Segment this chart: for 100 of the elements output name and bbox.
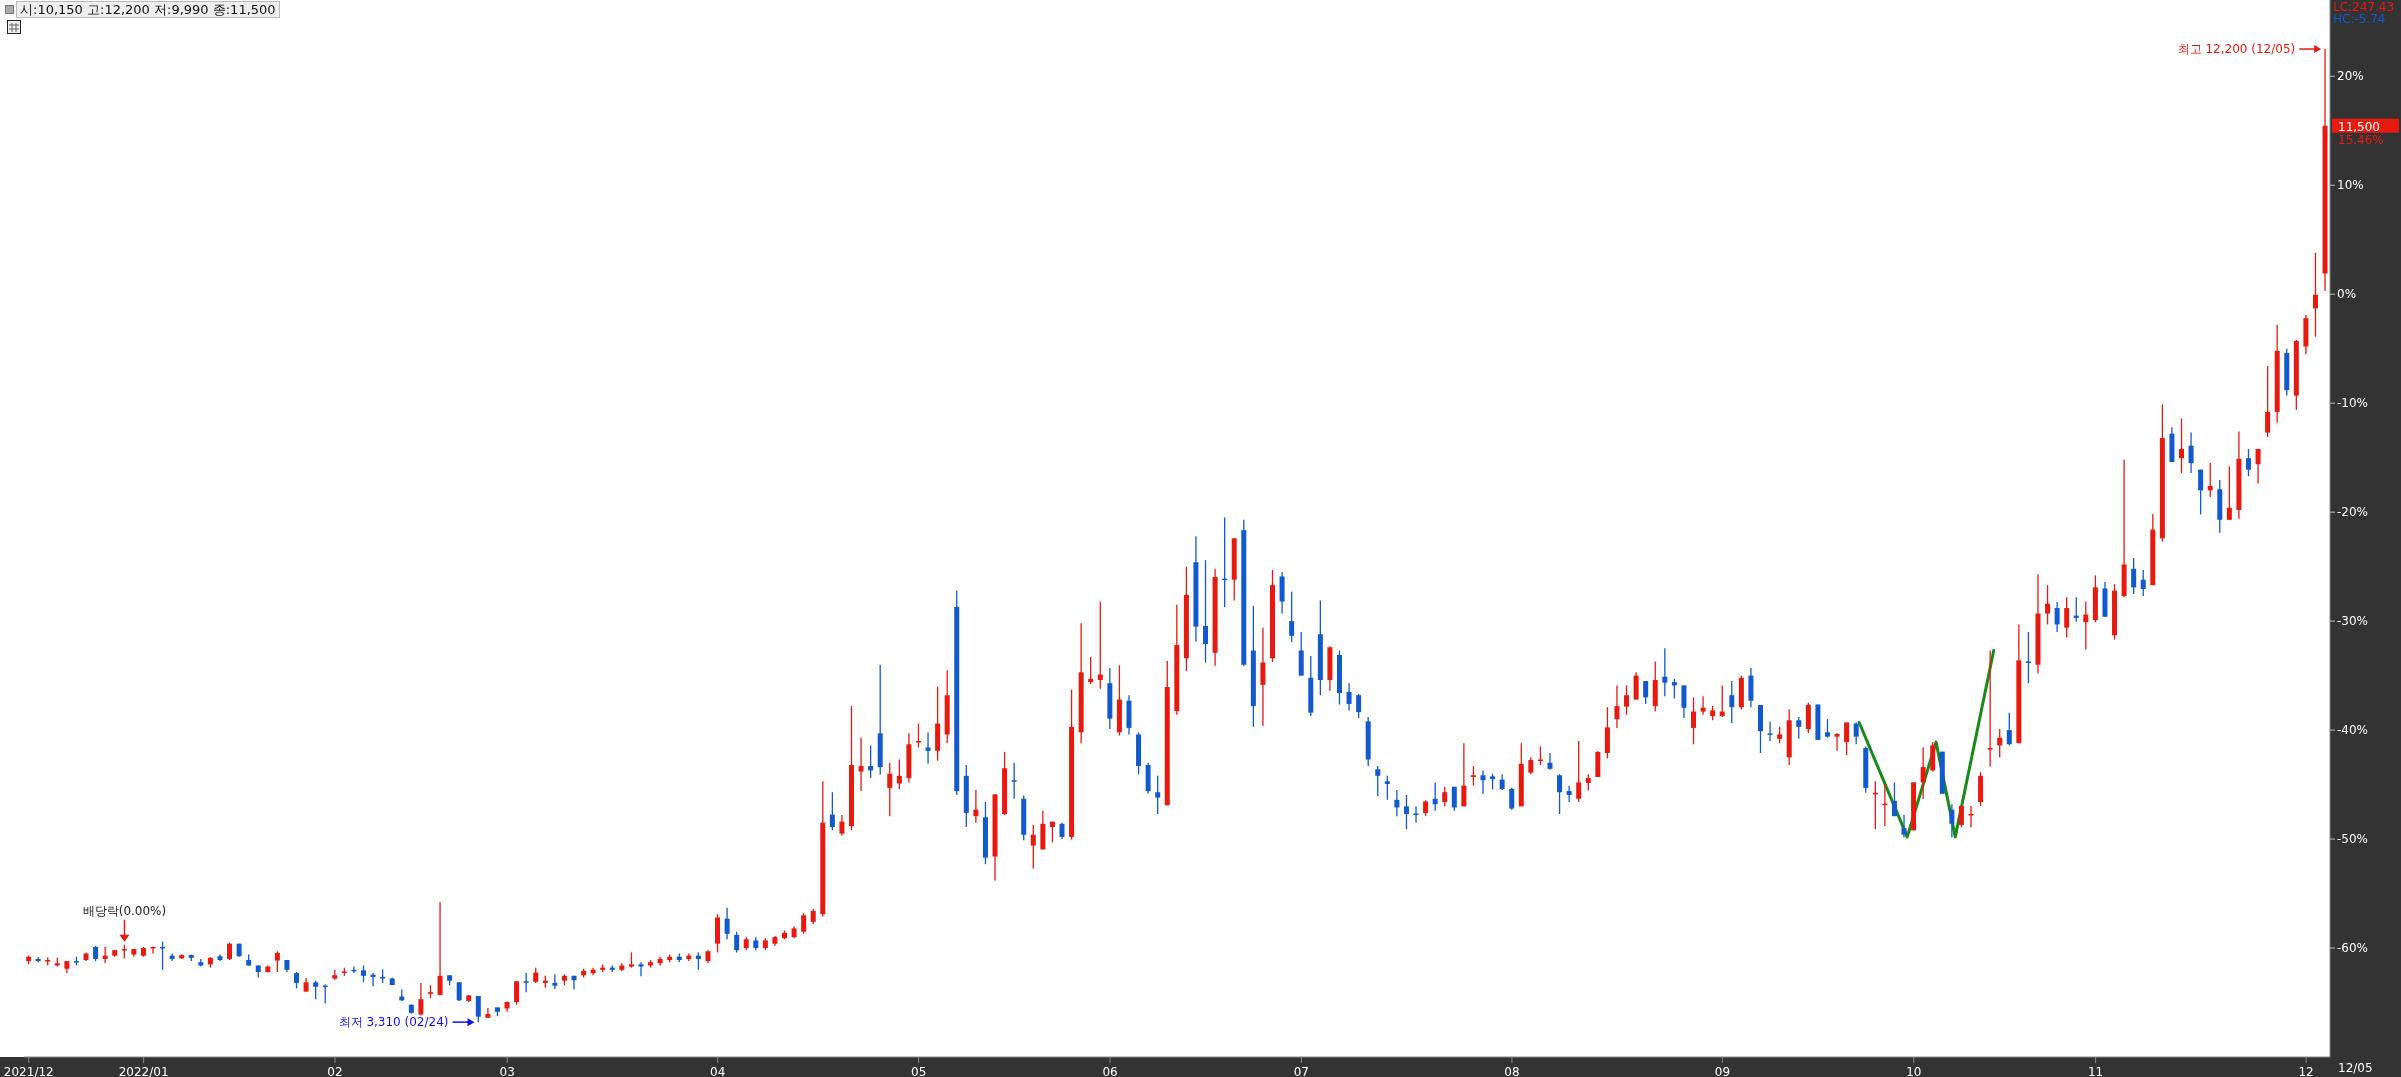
chart-title: 시:10,150 고:12,200 저:9,990 종:11,500 bbox=[16, 1, 280, 18]
candlestick bbox=[1643, 680, 1649, 705]
candlestick bbox=[887, 762, 893, 817]
candlestick bbox=[1557, 773, 1563, 815]
candlestick bbox=[1470, 765, 1476, 787]
candlestick bbox=[2226, 465, 2232, 521]
candlestick bbox=[1030, 824, 1036, 870]
y-tick-label: -30% bbox=[2337, 614, 2369, 629]
x-tick-label: 12 bbox=[2298, 1065, 2314, 1077]
candlestick bbox=[1403, 794, 1409, 830]
candlestick bbox=[724, 907, 730, 940]
y-tick-label: -60% bbox=[2337, 941, 2369, 956]
x-tick-label: 09 bbox=[1714, 1065, 1731, 1077]
y-tick-label: -40% bbox=[2337, 723, 2369, 738]
candlestick bbox=[1691, 696, 1697, 745]
candlestick bbox=[523, 972, 529, 993]
text: LC:247.43 bbox=[2333, 0, 2395, 14]
candlestick bbox=[1805, 702, 1811, 735]
candlestick bbox=[571, 975, 577, 991]
candlestick bbox=[1547, 752, 1553, 771]
candlestick bbox=[829, 791, 835, 831]
candlestick bbox=[801, 912, 807, 935]
candlestick bbox=[1203, 559, 1209, 664]
candlestick bbox=[552, 973, 558, 990]
candlestick bbox=[2207, 462, 2213, 498]
y-tick-label: -10% bbox=[2337, 396, 2369, 411]
candlestick bbox=[2255, 448, 2261, 485]
y-tick-label: -20% bbox=[2337, 505, 2369, 520]
candlestick bbox=[1681, 684, 1687, 719]
candlestick bbox=[2006, 712, 2012, 746]
candlestick bbox=[1796, 716, 1802, 740]
x-tick-label: 03 bbox=[499, 1065, 515, 1077]
candlestick bbox=[1987, 649, 1993, 768]
candlestick bbox=[858, 737, 864, 792]
candlestick bbox=[1346, 682, 1352, 712]
candlestick bbox=[1901, 814, 1907, 839]
candlestick bbox=[437, 901, 443, 997]
annotation: 최저 3,310 (02/24) bbox=[338, 1015, 449, 1030]
candlestick bbox=[1509, 787, 1515, 811]
x-tick-label: 06 bbox=[1102, 1065, 1118, 1077]
x-tick-label: 10 bbox=[1906, 1065, 1922, 1077]
candlestick bbox=[1671, 678, 1677, 700]
candlestick bbox=[2083, 600, 2089, 651]
candlestick bbox=[2064, 596, 2070, 639]
candlestick bbox=[1920, 746, 1926, 800]
candlestick bbox=[1633, 671, 1639, 701]
x-tick-label: 04 bbox=[710, 1065, 726, 1077]
candlestick bbox=[1614, 684, 1620, 729]
candlestick bbox=[973, 789, 979, 824]
candlestick bbox=[1767, 720, 1773, 742]
candlestick bbox=[638, 961, 644, 978]
candlestick bbox=[1624, 684, 1630, 716]
candlestick bbox=[475, 995, 481, 1023]
y-tick-label: -50% bbox=[2337, 832, 2369, 847]
candlestick bbox=[456, 981, 462, 1002]
candlestick bbox=[1260, 627, 1266, 727]
candlestick bbox=[1442, 786, 1448, 808]
candlestick bbox=[1891, 781, 1897, 817]
candlestick bbox=[1480, 769, 1486, 795]
candlestick bbox=[2045, 584, 2051, 626]
candlestick bbox=[2179, 417, 2185, 474]
candlestick bbox=[2265, 365, 2271, 438]
y-tick-label: 20% bbox=[2337, 69, 2364, 84]
candlestick bbox=[1375, 765, 1381, 797]
candlestick bbox=[1155, 775, 1161, 815]
x-tick-label: 2021/12 bbox=[3, 1065, 54, 1077]
candlestick bbox=[418, 982, 424, 1017]
text: 12/05 bbox=[2338, 1061, 2373, 1075]
annotation: 최고 12,200 (12/05) bbox=[2177, 42, 2296, 57]
x-tick-label: 05 bbox=[911, 1065, 927, 1077]
candlestick bbox=[1997, 728, 2003, 758]
text: 15.46% bbox=[2338, 132, 2384, 147]
candlestick bbox=[169, 952, 175, 962]
candlestick bbox=[1097, 600, 1103, 690]
candlestick bbox=[2073, 596, 2079, 623]
candlestick bbox=[2312, 252, 2318, 338]
candlestick bbox=[2054, 601, 2060, 633]
x-tick-label: 2022/01 bbox=[118, 1065, 169, 1077]
candlestick bbox=[1824, 718, 1830, 739]
candlestick bbox=[2245, 448, 2251, 477]
candlestick bbox=[1088, 656, 1094, 685]
candlestick bbox=[868, 744, 874, 779]
candlestick bbox=[2140, 569, 2146, 597]
candlestick bbox=[1011, 762, 1017, 800]
x-tick-label: 07 bbox=[1293, 1065, 1310, 1077]
candlestick bbox=[1700, 695, 1706, 716]
candlestick bbox=[1566, 785, 1572, 803]
candlestick bbox=[1719, 684, 1725, 718]
candlestick bbox=[1384, 775, 1390, 801]
annotation: 배당락(0.00%) bbox=[82, 903, 167, 918]
candlestick bbox=[734, 931, 740, 954]
candlestick bbox=[2025, 631, 2031, 684]
candlestick bbox=[1432, 781, 1438, 812]
candlestick bbox=[1394, 789, 1400, 817]
candlestick bbox=[1949, 803, 1955, 839]
candlestick bbox=[1729, 680, 1735, 724]
y-tick-label: 0% bbox=[2337, 287, 2357, 302]
candlestick bbox=[1356, 693, 1362, 719]
candlestick bbox=[839, 814, 845, 837]
x-tick-label: 11 bbox=[2087, 1065, 2104, 1077]
